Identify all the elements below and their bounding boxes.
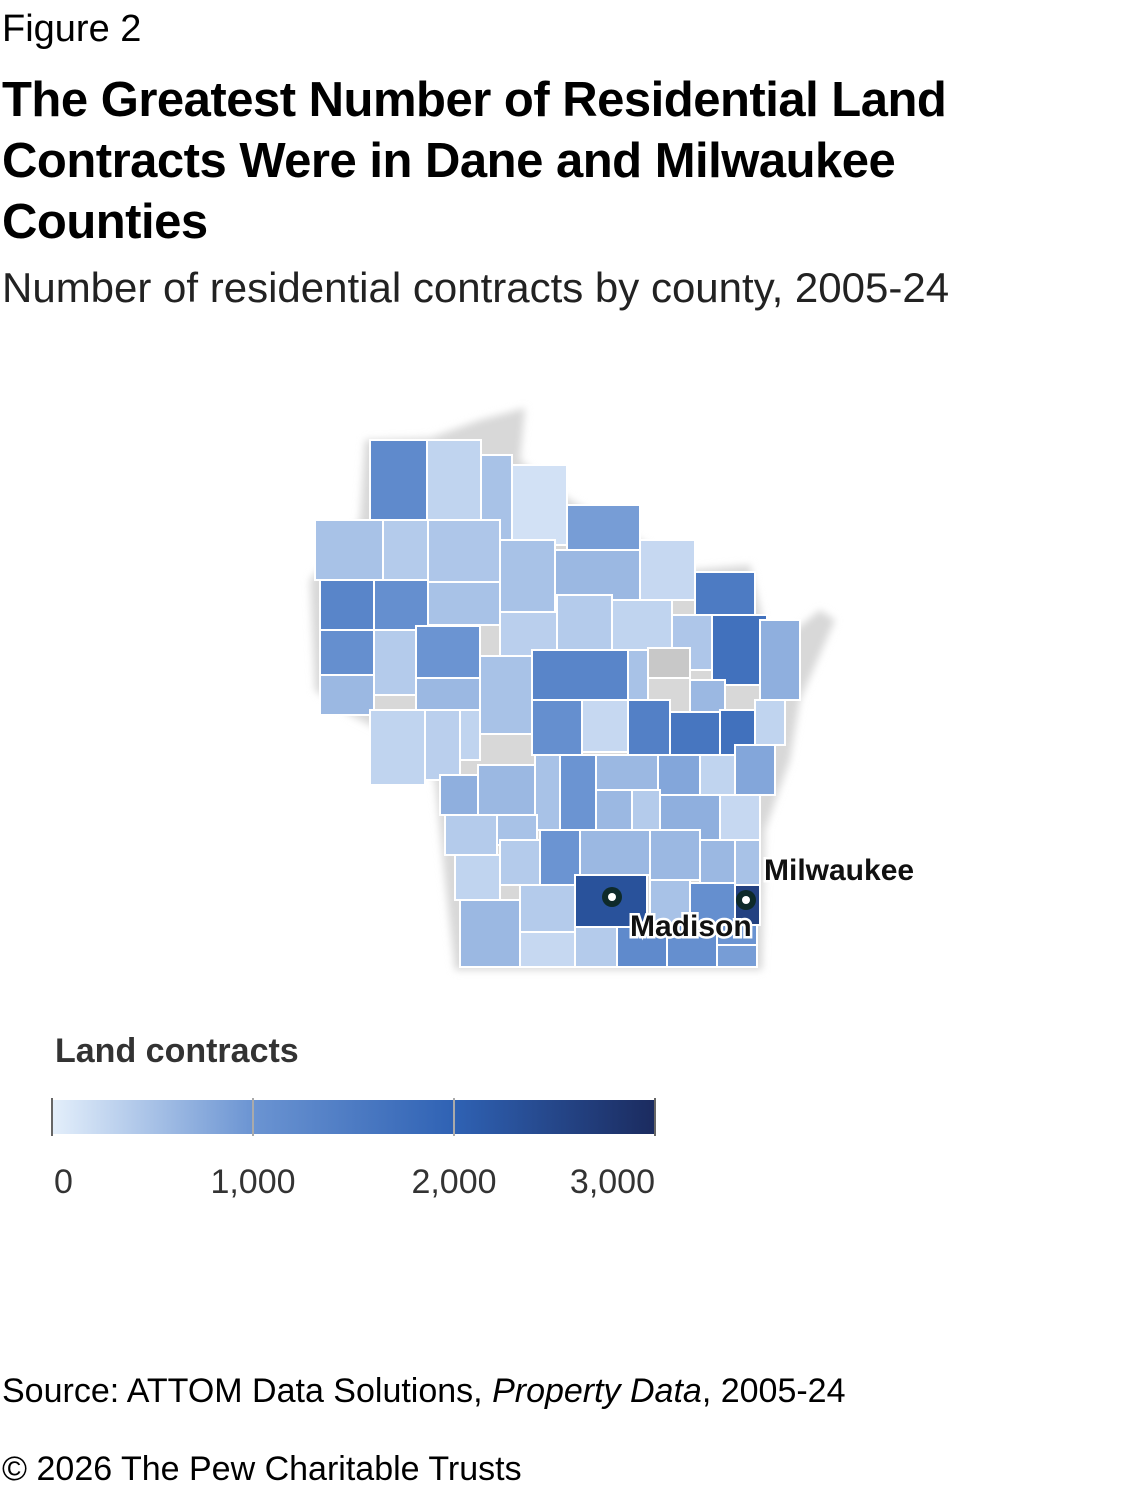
county — [382, 519, 429, 581]
county — [531, 649, 629, 701]
county — [647, 647, 691, 679]
county — [595, 754, 659, 791]
county — [459, 899, 521, 968]
county — [415, 625, 481, 679]
county — [666, 924, 718, 968]
county — [734, 839, 761, 886]
county — [424, 709, 461, 781]
county — [699, 839, 736, 884]
county — [444, 814, 498, 856]
county — [459, 709, 481, 761]
source: Source: ATTOM Data Solutions, Property D… — [2, 1372, 846, 1411]
county — [574, 926, 618, 968]
county — [426, 439, 482, 521]
county — [611, 599, 673, 651]
source-suffix: , 2005-24 — [701, 1372, 846, 1410]
county — [639, 539, 696, 601]
county — [627, 649, 649, 701]
county — [566, 504, 641, 551]
county — [631, 789, 661, 831]
city-marker-dot — [742, 896, 750, 904]
county — [716, 944, 758, 968]
county — [554, 549, 641, 601]
county — [531, 699, 583, 756]
county — [519, 884, 576, 933]
county — [511, 464, 568, 546]
title: The Greatest Number of Residential Land … — [2, 73, 947, 249]
counties — [314, 439, 801, 968]
county — [759, 619, 801, 701]
county — [519, 931, 576, 968]
city-label: Milwaukee — [764, 854, 914, 887]
county — [319, 629, 375, 676]
county — [616, 926, 668, 968]
city-label: Madison — [630, 910, 752, 943]
county — [734, 744, 776, 796]
county — [711, 614, 768, 686]
county — [579, 829, 651, 876]
county — [556, 594, 613, 651]
county — [314, 519, 384, 581]
county — [454, 854, 501, 901]
county — [559, 754, 597, 831]
county — [649, 879, 691, 926]
source-prefix: Source: ATTOM Data Solutions, — [2, 1372, 493, 1410]
county — [373, 579, 429, 631]
county — [319, 674, 375, 716]
county — [499, 839, 541, 886]
subtitle: Number of residential contracts by count… — [2, 264, 950, 311]
county — [373, 629, 417, 696]
city-marker-dot — [608, 893, 616, 901]
county — [369, 709, 426, 786]
county — [534, 754, 561, 831]
county — [581, 699, 629, 753]
county — [499, 539, 556, 613]
county — [754, 699, 786, 746]
county — [595, 789, 633, 831]
county — [415, 677, 481, 711]
legend-title: Land contracts — [55, 1032, 299, 1070]
source-italic: Property Data — [492, 1372, 702, 1410]
county — [319, 579, 375, 631]
county — [427, 519, 501, 583]
county — [649, 829, 701, 881]
county — [427, 581, 501, 626]
legend-tick-label: 0 — [54, 1163, 73, 1201]
legend-bar — [52, 1100, 655, 1134]
county — [719, 794, 761, 841]
county — [477, 764, 536, 816]
county — [369, 439, 428, 521]
county — [627, 699, 671, 756]
county — [479, 655, 533, 735]
legend-tick-label: 2,000 — [411, 1163, 496, 1201]
legend-tick-label: 3,000 — [570, 1163, 655, 1201]
county — [657, 754, 701, 796]
legend-tick-label: 1,000 — [210, 1163, 295, 1201]
figure-label: Figure 2 — [2, 8, 142, 50]
county — [669, 711, 721, 756]
county — [699, 754, 736, 796]
county — [439, 774, 479, 816]
copyright: © 2026 The Pew Charitable Trusts — [2, 1450, 522, 1488]
